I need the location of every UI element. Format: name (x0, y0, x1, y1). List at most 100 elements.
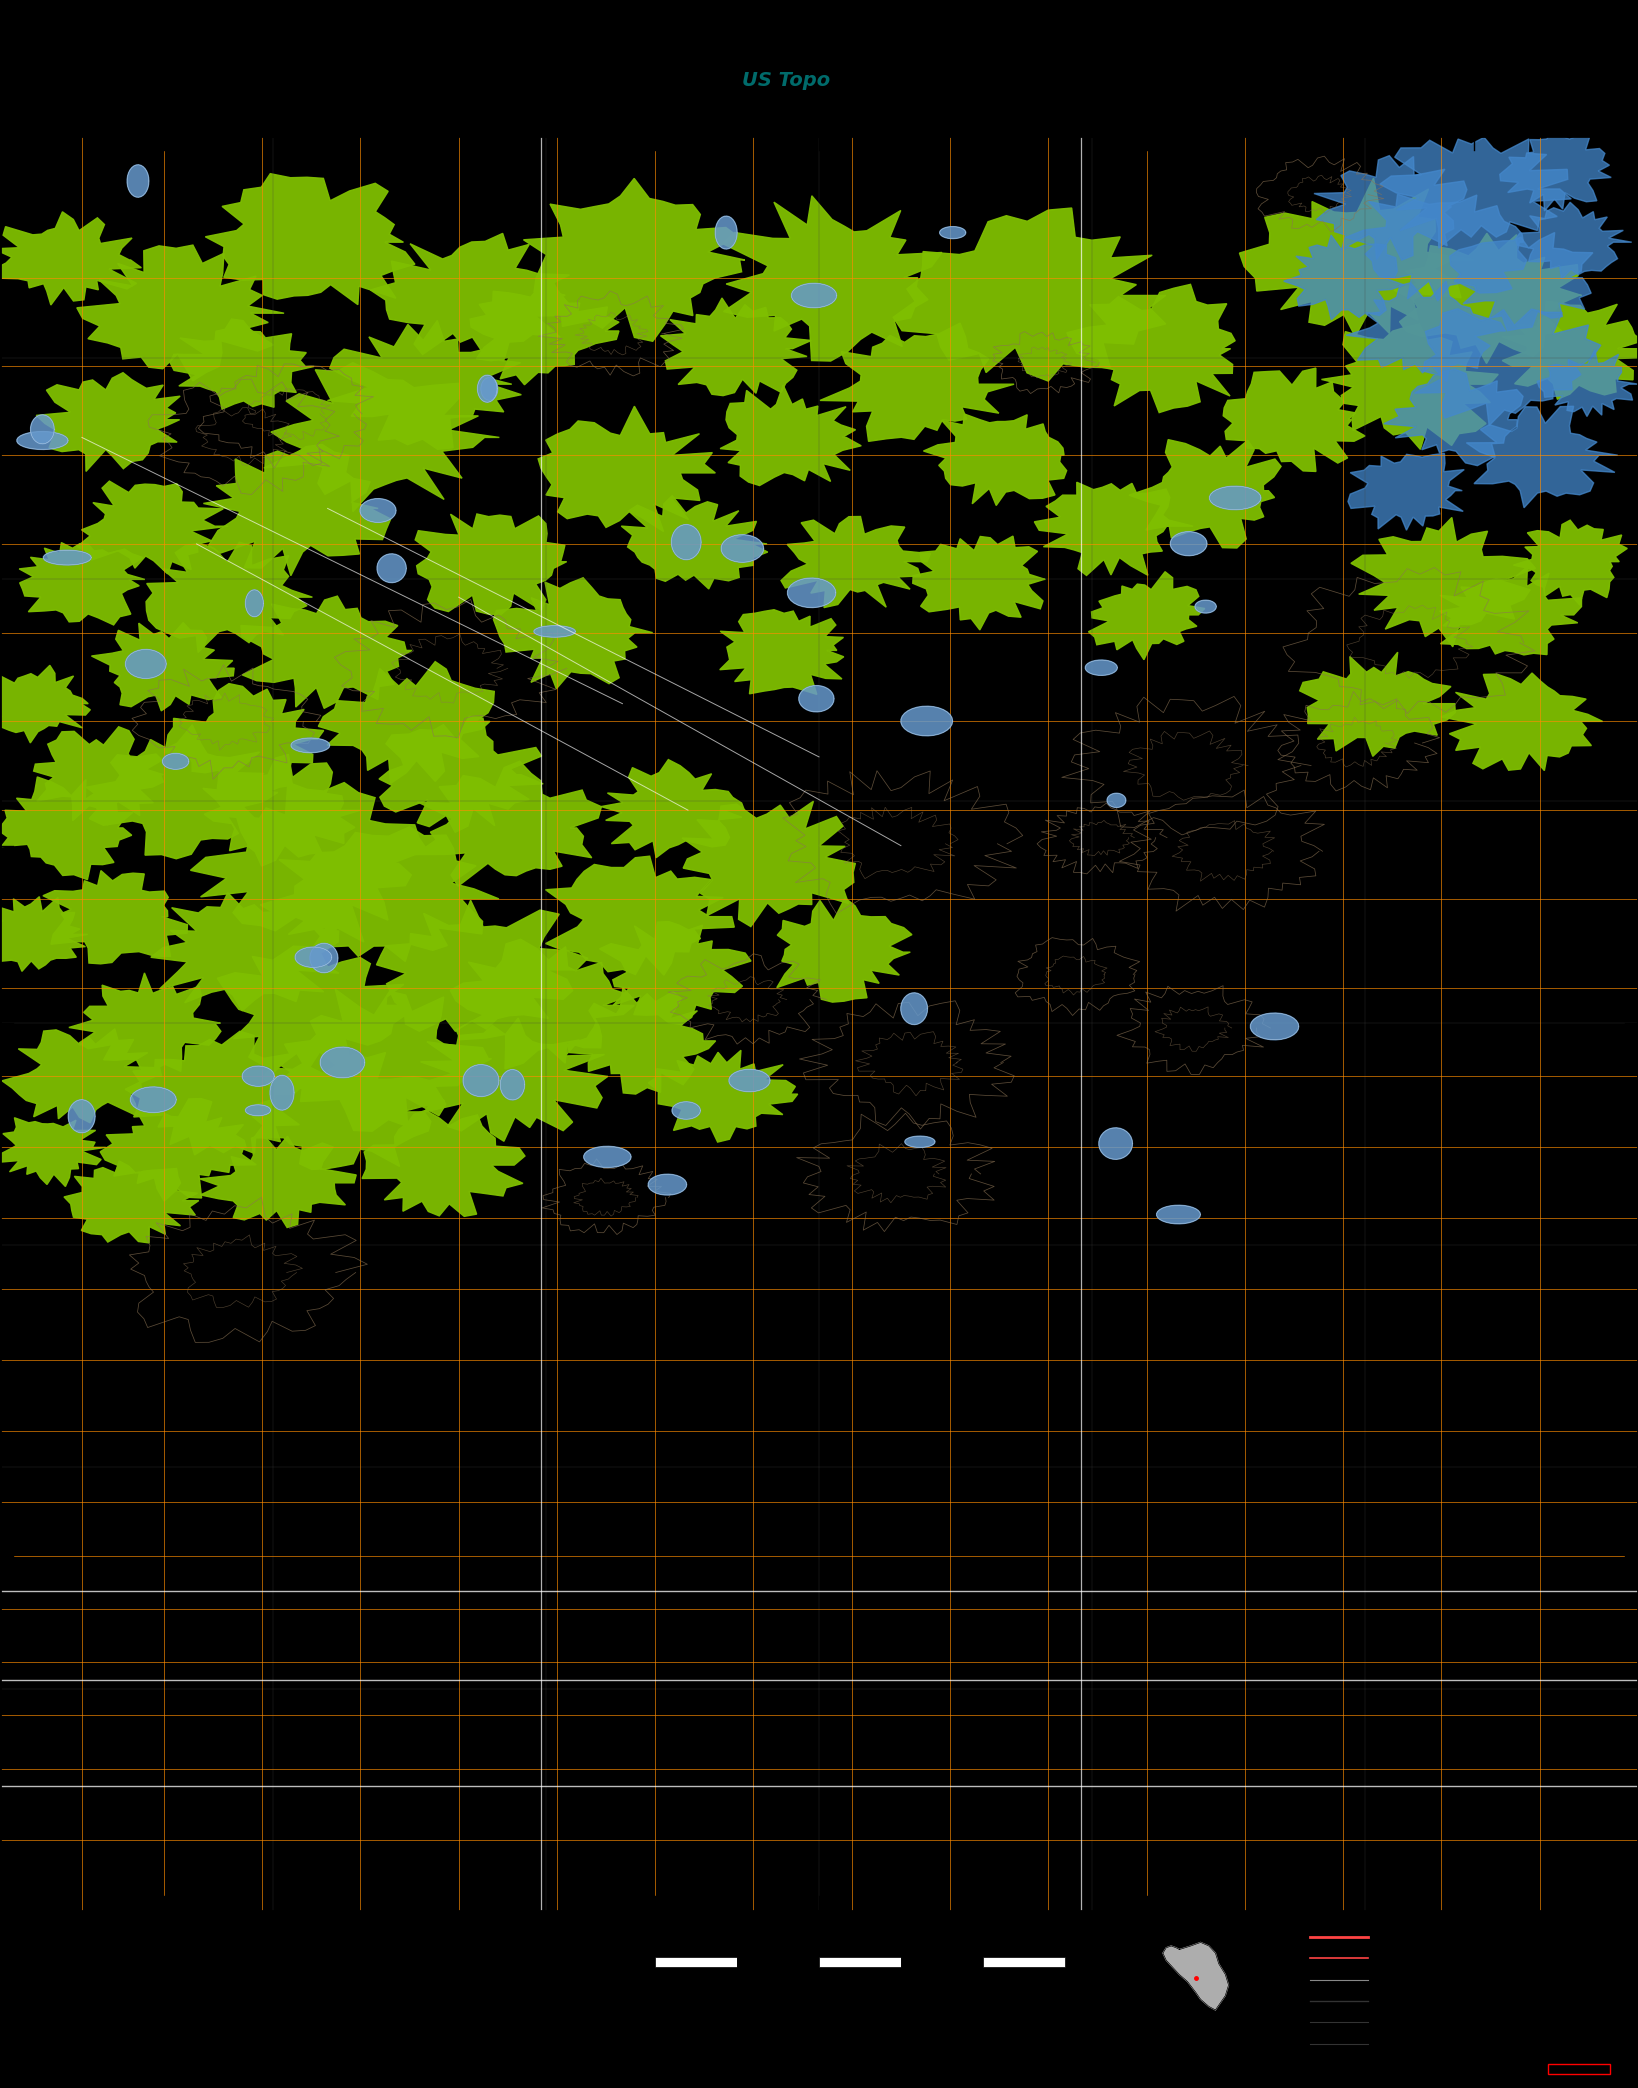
Text: US Topo: US Topo (742, 71, 830, 90)
Polygon shape (203, 754, 360, 867)
Polygon shape (821, 324, 1014, 441)
Polygon shape (370, 234, 570, 361)
Polygon shape (170, 319, 314, 409)
Polygon shape (681, 802, 855, 927)
Polygon shape (901, 994, 927, 1025)
Text: KILOMETERS: KILOMETERS (1065, 1977, 1109, 1984)
Polygon shape (482, 378, 498, 401)
Polygon shape (69, 1100, 95, 1134)
Polygon shape (1348, 453, 1464, 530)
Polygon shape (190, 783, 428, 942)
Polygon shape (912, 537, 1045, 631)
Polygon shape (545, 856, 734, 975)
Polygon shape (649, 1173, 686, 1194)
Polygon shape (1163, 1942, 1228, 2011)
Polygon shape (660, 299, 811, 395)
Polygon shape (414, 762, 601, 885)
Polygon shape (77, 480, 228, 574)
Bar (16, 27, 90, 102)
Polygon shape (0, 777, 133, 879)
Polygon shape (799, 685, 834, 712)
Text: U.S. GEOLOGICAL SURVEY: U.S. GEOLOGICAL SURVEY (102, 88, 211, 98)
Polygon shape (1224, 367, 1364, 472)
Text: Interstate Route: Interstate Route (1376, 1996, 1427, 2002)
Polygon shape (1394, 234, 1582, 363)
Polygon shape (1514, 520, 1627, 606)
Polygon shape (274, 990, 491, 1132)
Polygon shape (242, 1067, 274, 1086)
Text: SCALE 1:24,000: SCALE 1:24,000 (770, 1923, 868, 1933)
Polygon shape (1066, 284, 1235, 413)
Polygon shape (0, 896, 88, 971)
Text: science for a changing world: science for a changing world (102, 115, 192, 121)
Polygon shape (377, 553, 406, 583)
Bar (983, 1956, 1065, 1967)
Polygon shape (1322, 324, 1499, 449)
Polygon shape (1415, 309, 1600, 426)
Text: Local Road: Local Road (1376, 1975, 1410, 1979)
Polygon shape (567, 988, 716, 1094)
Polygon shape (788, 578, 835, 608)
Polygon shape (205, 173, 414, 305)
Polygon shape (292, 737, 329, 752)
Polygon shape (321, 1046, 365, 1077)
Bar (901, 1956, 983, 1967)
Polygon shape (621, 495, 768, 589)
Polygon shape (43, 551, 92, 566)
Polygon shape (1536, 349, 1638, 416)
Polygon shape (241, 595, 413, 708)
Polygon shape (721, 384, 862, 487)
Polygon shape (69, 973, 221, 1075)
Text: USGS: USGS (102, 33, 149, 48)
Polygon shape (362, 1111, 524, 1217)
Polygon shape (539, 407, 716, 532)
Polygon shape (0, 211, 141, 305)
Polygon shape (264, 363, 500, 512)
Polygon shape (940, 228, 966, 238)
Polygon shape (1379, 138, 1571, 248)
Polygon shape (43, 871, 187, 965)
Polygon shape (310, 944, 337, 973)
Text: Produced by the United States Geological Survey
North American Datum of 1983 (NA: Produced by the United States Geological… (16, 1919, 205, 1982)
Polygon shape (246, 1105, 270, 1115)
Text: US Route: US Route (1376, 2019, 1404, 2023)
Polygon shape (1384, 370, 1523, 466)
Polygon shape (729, 1069, 770, 1092)
Polygon shape (1440, 566, 1582, 656)
Polygon shape (1099, 1128, 1132, 1159)
Text: State Route: State Route (1376, 2040, 1414, 2044)
Polygon shape (1466, 407, 1618, 507)
Polygon shape (1500, 129, 1612, 211)
Polygon shape (131, 1088, 177, 1113)
Polygon shape (1089, 572, 1206, 660)
Bar (737, 1956, 819, 1967)
Polygon shape (16, 432, 69, 449)
Polygon shape (781, 516, 930, 608)
Polygon shape (583, 1146, 631, 1167)
Polygon shape (124, 1031, 305, 1155)
Polygon shape (500, 1069, 524, 1100)
Polygon shape (151, 894, 339, 1011)
Polygon shape (1441, 672, 1602, 770)
Polygon shape (1107, 793, 1125, 808)
Polygon shape (776, 898, 912, 1002)
Polygon shape (601, 760, 744, 858)
Polygon shape (146, 543, 313, 651)
Text: 1: 1 (899, 1977, 903, 1988)
Polygon shape (1209, 487, 1261, 509)
Polygon shape (295, 948, 333, 967)
Bar (819, 1956, 901, 1967)
Polygon shape (1351, 518, 1535, 647)
Polygon shape (414, 514, 567, 614)
Polygon shape (377, 900, 588, 1031)
Polygon shape (1450, 232, 1592, 330)
Polygon shape (0, 666, 90, 743)
Text: SAN PERLITA NORTH QUADRANGLE: SAN PERLITA NORTH QUADRANGLE (1356, 25, 1589, 38)
Polygon shape (1034, 482, 1192, 576)
Polygon shape (328, 319, 521, 449)
Polygon shape (470, 276, 619, 384)
Polygon shape (719, 610, 844, 695)
Polygon shape (126, 649, 165, 679)
Text: ROAD CLASSIFICATION: ROAD CLASSIFICATION (1310, 1917, 1407, 1925)
Text: U.S. DEPARTMENT OF THE INTERIOR: U.S. DEPARTMENT OF THE INTERIOR (102, 65, 252, 75)
